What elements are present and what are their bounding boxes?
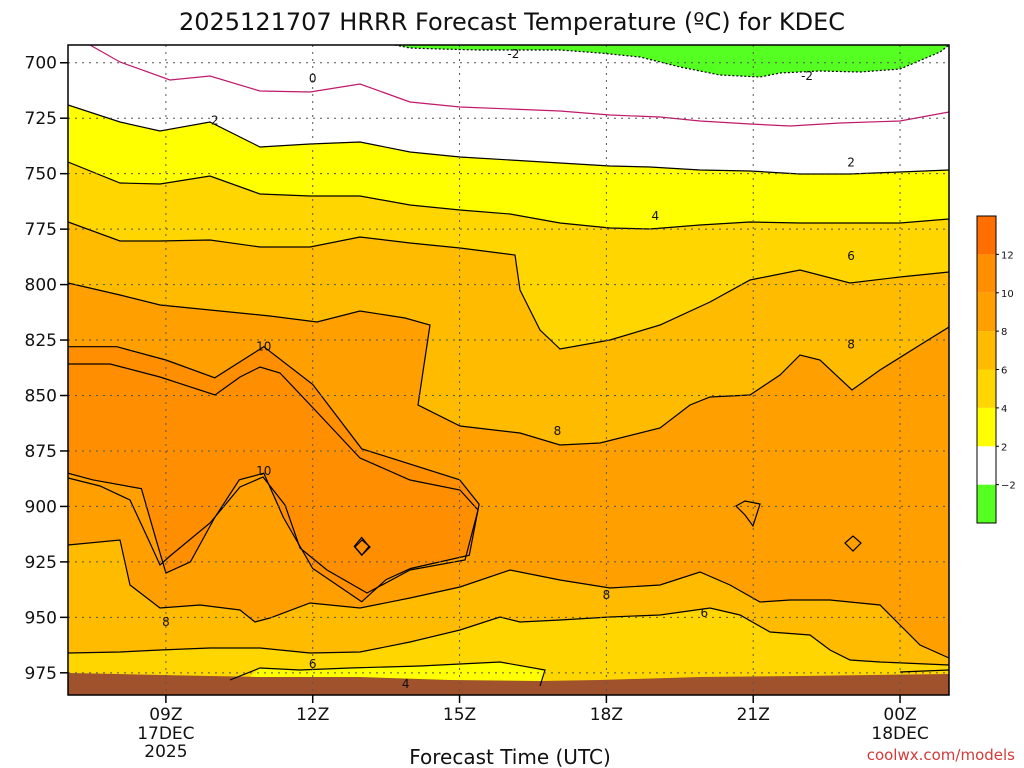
contour-line-6-lower (68, 607, 949, 666)
colorbar-swatch (977, 446, 996, 485)
y-tick-label-850: 850 (25, 387, 57, 407)
colorbar-swatch (977, 484, 996, 523)
contour-line-8-loop (735, 500, 761, 528)
contour-label: -2 (801, 69, 813, 83)
chart-title: 2025121707 HRRR Forecast Temperature (ºC… (179, 8, 845, 36)
contour-label: 0 (309, 71, 317, 85)
contour-label: 8 (603, 588, 611, 602)
y-tick-label-825: 825 (25, 331, 57, 351)
contour-labels: -2 -2 0 2 2 4 4 6 6 6 8 8 8 8 10 10 (162, 47, 855, 691)
contour-label: 10 (256, 340, 271, 354)
y-tick-label-700: 700 (25, 54, 57, 74)
plot-area: -2 -2 0 2 2 4 4 6 6 6 8 8 8 8 10 10 (68, 45, 949, 695)
contour-label: -2 (507, 47, 519, 61)
x-tick-sublabel: 18DEC (871, 724, 928, 744)
contour-line-minus2 (394, 45, 949, 78)
x-tick-label-00Z: 00Z (883, 705, 916, 725)
credit-link[interactable]: coolwx.com/models (867, 746, 1015, 764)
colorbar-swatch (977, 331, 996, 370)
contour-label: 10 (256, 464, 271, 478)
colorbar-label: −2 (1001, 481, 1016, 492)
contour-line-4 (68, 161, 949, 230)
colorbar-label: 4 (1001, 404, 1007, 415)
contour-label: 8 (847, 337, 855, 351)
band-below-minus2 (395, 45, 949, 77)
contour-label: 6 (309, 657, 317, 671)
y-tick-label-725: 725 (25, 109, 57, 129)
contour-label: 6 (700, 606, 708, 620)
contour-line-8-lower (68, 539, 949, 659)
y-tick-label-750: 750 (25, 165, 57, 185)
contour-line-10-core (68, 363, 479, 594)
x-tick-label-18Z: 18Z (590, 705, 623, 725)
surface-ground (68, 673, 949, 695)
contour-label: 6 (847, 249, 855, 263)
y-axis: 700 725 750 775 800 825 850 875 900 925 950 975 (25, 54, 68, 684)
y-tick-label-950: 950 (25, 608, 57, 628)
x-tick-label-12Z: 12Z (296, 705, 329, 725)
x-axis-title: Forecast Time (UTC) (409, 745, 611, 768)
y-tick-label-800: 800 (25, 276, 57, 296)
x-tick-label-15Z: 15Z (443, 705, 476, 725)
y-tick-label-875: 875 (25, 442, 57, 462)
x-tick-sublabel: 2025 (144, 742, 187, 762)
temperature-fill-bands (68, 45, 949, 695)
contour-line-4-edge (899, 669, 949, 673)
x-tick-sublabel: 17DEC (137, 724, 194, 744)
contour-line-2 (68, 104, 949, 175)
colorbar: −2 2 4 6 8 10 12 (976, 215, 1016, 524)
contour-lines (68, 45, 949, 687)
contour-line-8-upper (68, 282, 949, 446)
contour-line-0 (89, 45, 949, 127)
colorbar-label: 12 (1001, 250, 1014, 261)
band-12 (68, 345, 480, 603)
x-tick-label-21Z: 21Z (737, 705, 770, 725)
contour-label: 4 (652, 209, 660, 223)
colorbar-swatch (977, 292, 996, 332)
contour-line-10-pocket-1 (354, 539, 371, 556)
colorbar-label: 8 (1001, 327, 1007, 338)
contour-line-10-pocket-2 (844, 535, 862, 552)
y-tick-label-925: 925 (25, 553, 57, 573)
contour-label: 2 (211, 113, 219, 127)
y-tick-label-900: 900 (25, 497, 57, 517)
y-tick-label-775: 775 (25, 220, 57, 240)
contour-label: 8 (554, 424, 562, 438)
colorbar-swatch (977, 407, 996, 447)
colorbar-swatch (977, 216, 996, 255)
colorbar-swatch (977, 254, 996, 293)
colorbar-label: 2 (1001, 442, 1007, 453)
contour-line-6 (68, 221, 949, 350)
contour-label: 8 (162, 615, 170, 629)
colorbar-swatch (977, 369, 996, 408)
colorbar-label: 10 (1001, 289, 1014, 300)
contour-label: 4 (402, 677, 410, 691)
x-tick-label-09Z: 09Z (149, 705, 182, 725)
y-tick-label-975: 975 (25, 664, 57, 684)
contour-label: 2 (847, 156, 855, 170)
warm-core-bands (68, 345, 480, 603)
contour-line-4-lower (229, 661, 546, 687)
colorbar-label: 6 (1001, 366, 1007, 377)
plot-frame (67, 44, 950, 696)
